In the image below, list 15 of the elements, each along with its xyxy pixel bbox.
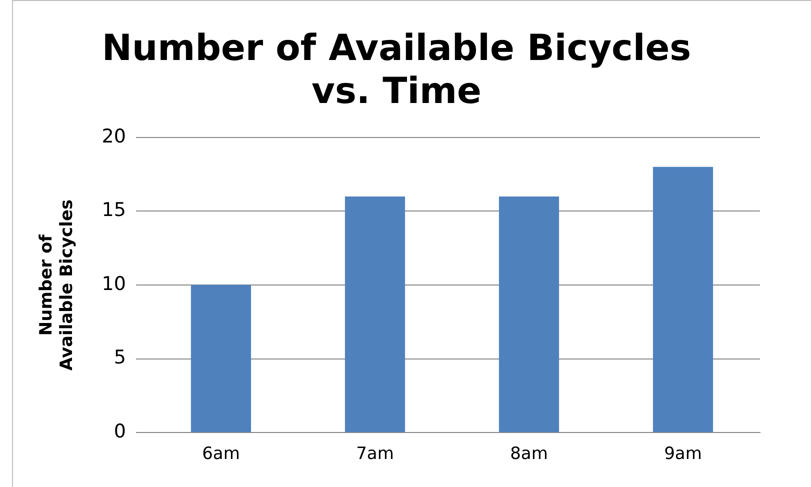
bar xyxy=(652,166,714,432)
x-tick-label: 6am xyxy=(202,444,240,464)
bar xyxy=(344,196,406,432)
bar xyxy=(190,285,252,432)
y-tick-label: 5 xyxy=(114,346,126,369)
y-tick-label: 15 xyxy=(102,199,126,222)
x-tick-label: 7am xyxy=(356,444,394,464)
x-tick-label: 9am xyxy=(664,444,702,464)
y-tick-label: 20 xyxy=(102,125,126,148)
bar xyxy=(498,196,560,432)
chart-title: Number of Available Bicycles vs. Time xyxy=(102,28,692,112)
y-tick-label: 0 xyxy=(114,420,126,443)
x-tick-label: 8am xyxy=(510,444,548,464)
y-tick-label: 10 xyxy=(102,272,126,295)
y-axis-title: Number of Available Bicycles xyxy=(36,199,78,371)
